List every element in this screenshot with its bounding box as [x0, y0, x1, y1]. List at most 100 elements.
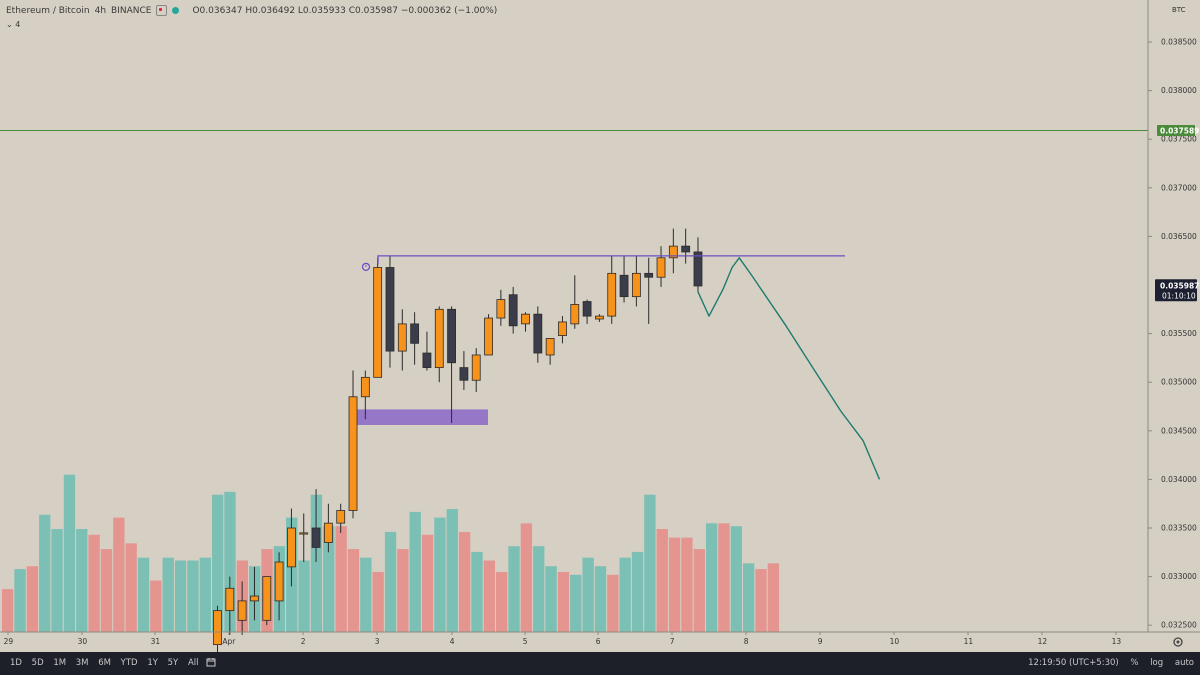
price-axis	[1148, 0, 1200, 632]
timeframe-3m[interactable]: 3M	[75, 658, 89, 668]
candle-body	[299, 532, 309, 535]
timeframe-6m[interactable]: 6M	[98, 658, 111, 668]
timeframe-all[interactable]: All	[187, 658, 199, 668]
time-tick-label: 5	[523, 637, 528, 646]
hline-price-tag	[1157, 125, 1195, 137]
symbol-name[interactable]: Ethereum / Bitcoin	[6, 5, 90, 16]
candle-body	[471, 354, 481, 381]
volume-bar	[446, 509, 458, 632]
timeframe-buttons: 1D 5D 1M 3M 6M YTD 1Y 5Y All	[10, 658, 205, 668]
volume-bar	[187, 560, 199, 632]
volume-bar	[14, 569, 26, 632]
time-tick-label: 6	[596, 637, 601, 646]
candle-body	[213, 610, 222, 646]
volume-bar	[347, 549, 360, 632]
volume-bar	[755, 569, 767, 632]
candle-body	[447, 308, 456, 364]
price-tick-label: 0.035500	[1161, 329, 1197, 338]
candle-body	[484, 317, 493, 356]
date-range-icon[interactable]	[206, 657, 216, 667]
chart-settings-icon[interactable]	[1173, 637, 1183, 647]
gear-ring	[1173, 637, 1183, 647]
time-tick-label: 12	[1038, 637, 1048, 646]
time-tick-label: 2	[301, 637, 306, 646]
candle-body	[410, 323, 420, 344]
volume-bar	[162, 557, 174, 632]
volume-bar	[199, 557, 211, 632]
timeframe-ytd[interactable]: YTD	[120, 658, 138, 668]
candle-body	[644, 272, 654, 278]
bar-countdown-label: 01:10:10	[1162, 291, 1196, 300]
candle-body	[681, 245, 691, 253]
volume-bar	[533, 546, 545, 632]
timeframe-1y[interactable]: 1Y	[147, 658, 158, 668]
interval-label[interactable]: 4h	[94, 5, 107, 16]
price-chart[interactable]: BTC 0.038500 0.038000 0.037500 0.037000 0.036…	[0, 0, 1200, 652]
volume-bar	[76, 529, 88, 632]
candle-body	[373, 267, 383, 378]
candle-body	[656, 257, 666, 278]
alarm-icon-ring	[361, 262, 371, 271]
price-tick-label: 0.032500	[1161, 621, 1197, 630]
volume-bar	[496, 571, 508, 632]
candle-body	[631, 272, 641, 298]
candle-body	[545, 338, 555, 356]
volume-bar	[384, 531, 397, 632]
candle-body	[434, 308, 444, 369]
candle-body	[250, 595, 259, 602]
alert-icon[interactable]	[156, 5, 168, 16]
volume-bar	[619, 557, 631, 632]
candle-body	[595, 315, 604, 320]
candle-body	[274, 561, 284, 602]
candle-body	[287, 527, 296, 568]
percent-scale-button[interactable]: %	[1130, 658, 1139, 668]
candle-body	[360, 376, 370, 398]
log-scale-button[interactable]: log	[1150, 658, 1164, 668]
price-tick-label: 0.035000	[1161, 378, 1197, 387]
volume-bar	[594, 566, 607, 632]
time-tick-label: 7	[670, 637, 675, 646]
candle-body	[225, 587, 235, 612]
time-tick-label: 30	[78, 637, 88, 646]
candle-body	[311, 527, 321, 548]
time-tick-label: 9	[818, 637, 823, 646]
volume-bar	[520, 523, 533, 632]
volume-bar	[409, 511, 421, 632]
candle-body	[570, 304, 580, 325]
timeframe-5y[interactable]: 5Y	[167, 658, 179, 668]
timeframe-1m[interactable]: 1M	[53, 658, 67, 668]
volume-bar	[174, 560, 187, 632]
volume-bar	[372, 571, 384, 632]
price-axis-currency: BTC	[1172, 6, 1186, 14]
time-tick-label: 10	[890, 637, 900, 646]
auto-scale-button[interactable]: auto	[1174, 658, 1194, 668]
candle-body	[533, 313, 543, 354]
time-tick-label: 11	[964, 637, 974, 646]
volume-bar	[310, 494, 323, 632]
candle-body	[619, 274, 629, 298]
volume-bar	[508, 546, 520, 632]
exchange-label: BINANCE	[111, 5, 152, 16]
indicator-collapse-toggle[interactable]: ⌄ 4	[6, 20, 21, 29]
volume-bar	[335, 526, 347, 632]
bottom-toolbar: 1D 5D 1M 3M 6M YTD 1Y 5Y All 12:19:50 (U…	[0, 652, 1200, 675]
candle-body	[422, 352, 432, 369]
candle-body	[668, 245, 678, 259]
volume-bar	[397, 549, 409, 632]
candle-body	[237, 600, 247, 621]
time-tick-label: 13	[1112, 637, 1122, 646]
volume-bar	[211, 494, 224, 632]
time-tick-label: 8	[744, 637, 749, 646]
gear-center	[1176, 640, 1180, 644]
market-status-icon	[172, 7, 180, 14]
volume-bar	[421, 534, 434, 632]
price-tick-label: 0.033500	[1161, 524, 1197, 533]
volume-bar	[137, 557, 150, 632]
timeframe-5d[interactable]: 5D	[31, 658, 44, 668]
volume-bar	[471, 551, 483, 632]
volume-bar	[668, 537, 681, 632]
timeframe-1d[interactable]: 1D	[10, 658, 22, 668]
clock-display[interactable]: 12:19:50 (UTC+5:30)	[1028, 658, 1119, 668]
time-tick-label: 29	[4, 637, 14, 646]
